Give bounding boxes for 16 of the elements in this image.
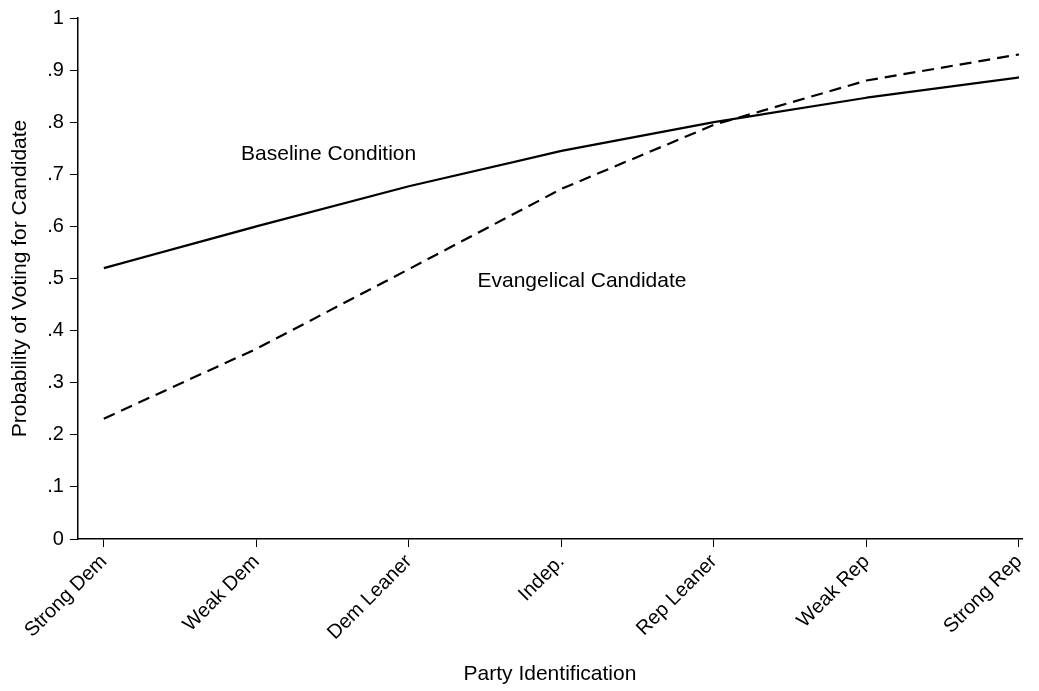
y-tick-label: .8 [47, 109, 64, 132]
y-tick-label: .7 [47, 161, 64, 184]
x-axis-title: Party Identification [463, 661, 637, 685]
y-tick-label: .4 [47, 318, 64, 341]
series-label: Evangelical Candidate [477, 267, 687, 291]
y-tick-label: .2 [47, 422, 64, 445]
series-label: Baseline Condition [241, 141, 417, 165]
y-tick-label: .6 [47, 213, 64, 236]
y-tick-label: .5 [47, 266, 64, 289]
y-tick-label: 1 [52, 5, 64, 28]
y-axis-title: Probability of Voting for Candidate [7, 119, 31, 438]
y-tick-label: 0 [52, 526, 64, 549]
line-series [102, 53, 1021, 420]
y-tick-label: .1 [47, 474, 64, 497]
y-tick-label: .3 [47, 370, 64, 393]
y-tick-label: .9 [47, 57, 64, 80]
